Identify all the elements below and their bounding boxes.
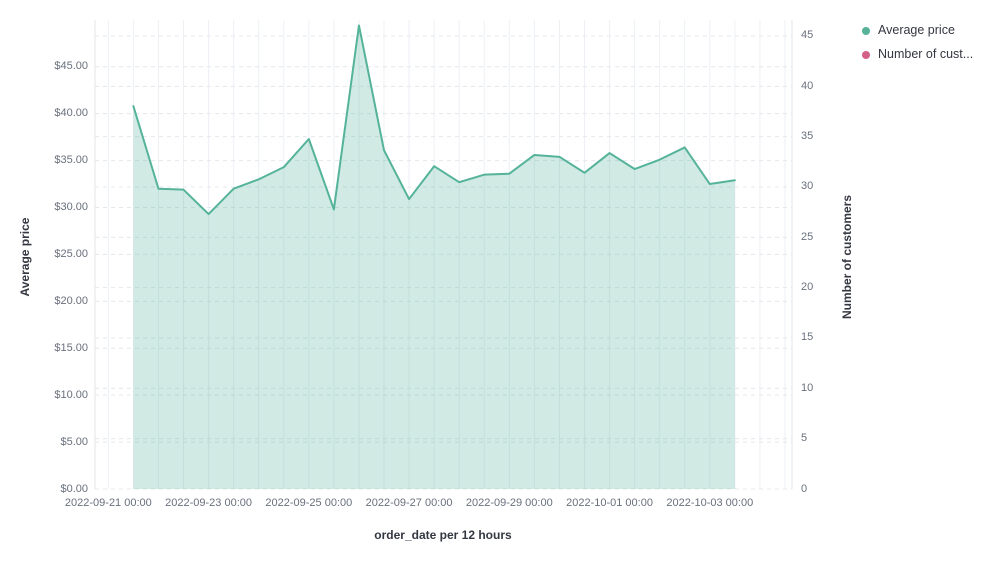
y-axis-left-tick-label: $25.00: [54, 247, 88, 260]
x-axis-tick-label: 2022-09-27 00:00: [365, 497, 453, 509]
y-axis-right-tick-label: 10: [801, 381, 814, 394]
plot-area[interactable]: [95, 20, 792, 489]
legend-item-average-price[interactable]: Average price: [862, 23, 973, 38]
y-axis-right-tick-label: 20: [801, 281, 814, 294]
y-axis-right-tick-label: 5: [801, 432, 808, 445]
x-axis-tick-label: 2022-09-23 00:00: [165, 497, 252, 509]
legend-label-number-of-customers: Number of cust...: [878, 47, 974, 61]
legend-dot: [862, 50, 870, 59]
y-axis-left-tick-label: $35.00: [54, 154, 88, 167]
legend-item-number-of-customers[interactable]: Number of cust...: [862, 47, 973, 62]
y-axis-right-tick-label: 30: [801, 180, 814, 193]
y-axis-right-tick-label: 45: [801, 29, 814, 42]
x-axis-tick-label: 2022-09-21 00:00: [64, 497, 152, 509]
y-axis-left-tick-label: $20.00: [54, 294, 88, 307]
legend: Average price Number of cust...: [862, 23, 973, 62]
y-axis-left-tick-label: $0.00: [60, 482, 88, 495]
y-axis-right-tick-label: 0: [801, 482, 808, 495]
area-fill: [133, 25, 735, 490]
y-axis-left-tick-label: $45.00: [54, 60, 88, 73]
x-axis-tick-label: 2022-10-03 00:00: [666, 497, 754, 509]
y-axis-left-title: Average price: [18, 217, 32, 297]
y-axis-right-tick-label: 40: [801, 79, 814, 92]
y-axis-right-title: Number of customers: [840, 194, 854, 320]
legend-dot: [862, 26, 870, 35]
y-axis-left-tick-label: $10.00: [54, 388, 88, 401]
y-axis-left-tick-label: $5.00: [60, 435, 88, 448]
y-axis-left-tick-label: $15.00: [54, 341, 88, 354]
area-line: [132, 24, 736, 216]
y-axis-right-tick-label: 35: [801, 130, 814, 143]
y-axis-left-tick-label: $30.00: [54, 201, 88, 213]
legend-label-average-price: Average price: [878, 23, 955, 37]
x-axis-tick-label: 2022-10-01 00:00: [566, 497, 653, 509]
y-axis-right-tick-label: 25: [801, 230, 814, 243]
x-axis-tick-label: 2022-09-29 00:00: [465, 497, 553, 509]
x-axis-title: order_date per 12 hours: [374, 528, 512, 542]
x-axis-tick-label: 2022-09-25 00:00: [265, 497, 353, 509]
y-axis-right-tick-label: 15: [801, 331, 814, 344]
y-axis-left-tick-label: $40.00: [54, 107, 88, 120]
